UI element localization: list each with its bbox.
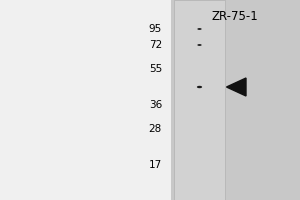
Text: ZR-75-1: ZR-75-1 — [212, 10, 258, 23]
Bar — [174, 0, 225, 200]
Text: 55: 55 — [149, 64, 162, 74]
Polygon shape — [226, 78, 246, 96]
Text: 36: 36 — [149, 100, 162, 110]
Ellipse shape — [197, 86, 202, 88]
Text: 95: 95 — [149, 24, 162, 34]
Text: 28: 28 — [149, 124, 162, 134]
Bar — [171, 0, 300, 200]
Ellipse shape — [197, 28, 202, 30]
Text: 17: 17 — [149, 160, 162, 170]
Text: 72: 72 — [149, 40, 162, 50]
Ellipse shape — [197, 44, 202, 46]
